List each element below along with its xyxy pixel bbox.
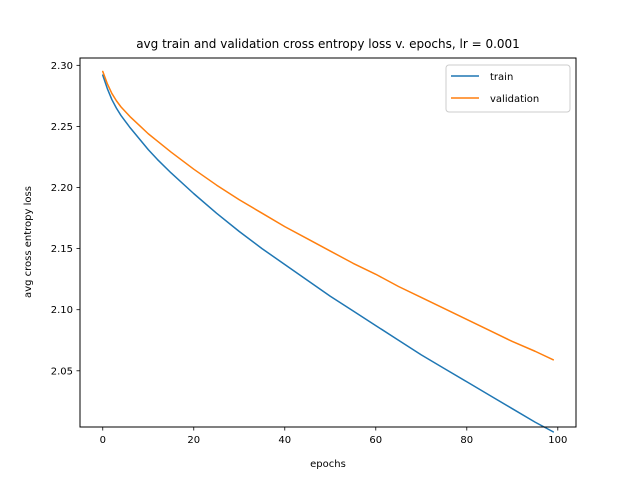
y-tick-label: 2.20 — [51, 183, 73, 194]
legend-label-validation: validation — [490, 94, 539, 105]
y-axis-label: avg cross entropy loss — [23, 186, 34, 298]
x-axis-label: epochs — [310, 459, 346, 470]
x-tick-label: 0 — [100, 435, 106, 446]
x-tick-label: 40 — [278, 435, 291, 446]
chart-title: avg train and validation cross entropy l… — [136, 37, 520, 51]
x-tick-label: 20 — [187, 435, 200, 446]
series-line-train — [102, 74, 554, 433]
x-tick-label: 100 — [548, 435, 567, 446]
y-tick-label: 2.15 — [51, 244, 73, 255]
y-axis-ticks: 2.05 2.10 2.15 2.20 2.25 2.30 — [51, 61, 80, 377]
y-tick-label: 2.10 — [51, 305, 73, 316]
legend: train validation — [445, 64, 571, 113]
axes-frame — [79, 57, 577, 428]
plot-area — [79, 57, 577, 433]
x-tick-label: 60 — [369, 435, 382, 446]
legend-label-train: train — [490, 72, 513, 83]
y-tick-label: 2.25 — [51, 122, 73, 133]
x-axis-ticks: 0 20 40 60 80 100 — [100, 427, 567, 446]
y-tick-label: 2.30 — [51, 61, 73, 72]
x-tick-label: 80 — [460, 435, 473, 446]
legend-items: train validation — [451, 72, 539, 105]
y-tick-label: 2.05 — [51, 366, 73, 377]
series-layer — [102, 70, 554, 433]
series-line-validation — [102, 70, 554, 361]
